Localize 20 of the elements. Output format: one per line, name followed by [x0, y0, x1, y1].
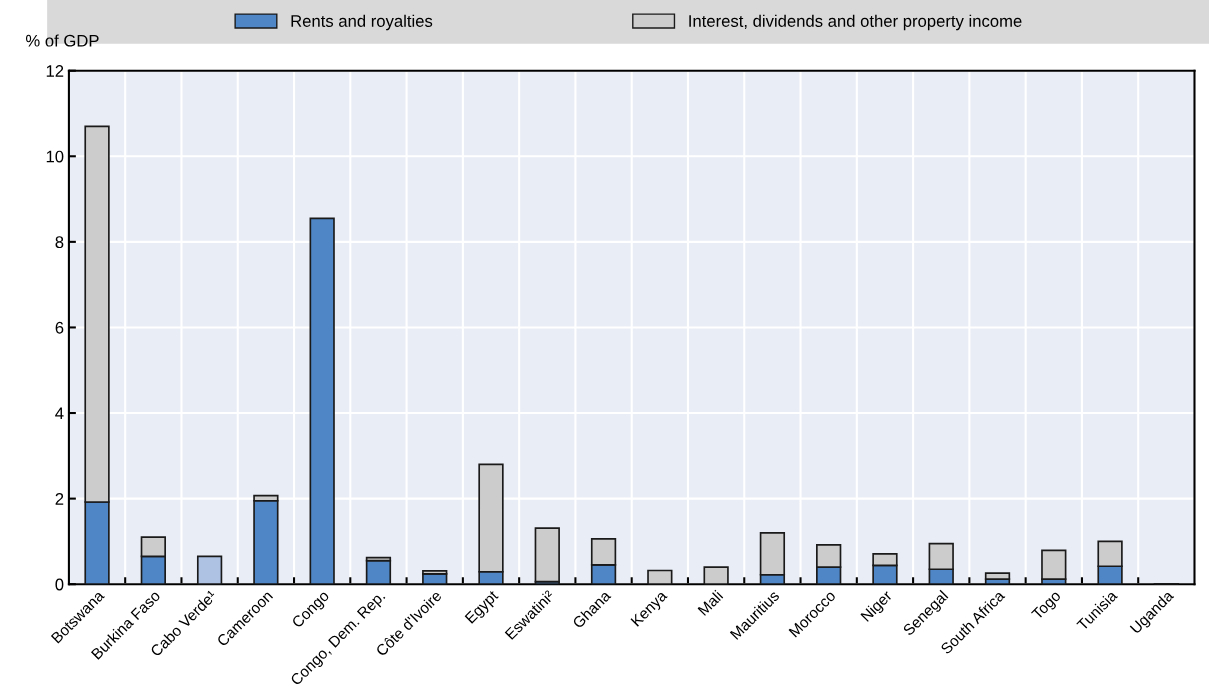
- bar: [196, 555, 223, 585]
- y-tick-label: 2: [55, 493, 64, 505]
- bar: [1041, 549, 1067, 580]
- y-tick-label: 6: [55, 321, 64, 334]
- x-tick-label: Togo: [1031, 589, 1064, 623]
- bar: [534, 527, 560, 583]
- bar: [365, 559, 392, 585]
- bar: [647, 569, 673, 585]
- bar: [253, 499, 279, 585]
- bar: [703, 566, 729, 585]
- y-tick-label: 0: [55, 578, 64, 591]
- y-tick-label: 8: [55, 236, 64, 249]
- legend-label: Interest, dividends and other property income: [689, 14, 1022, 31]
- bar: [309, 217, 335, 585]
- y-axis-title: % of GDP: [25, 34, 99, 47]
- legend-label: Rents and royalties: [291, 14, 433, 31]
- y-tick-label: 4: [55, 407, 64, 420]
- bar: [984, 572, 1011, 580]
- y-tick-label: 10: [46, 150, 64, 163]
- y-tick-label: 12: [46, 65, 64, 77]
